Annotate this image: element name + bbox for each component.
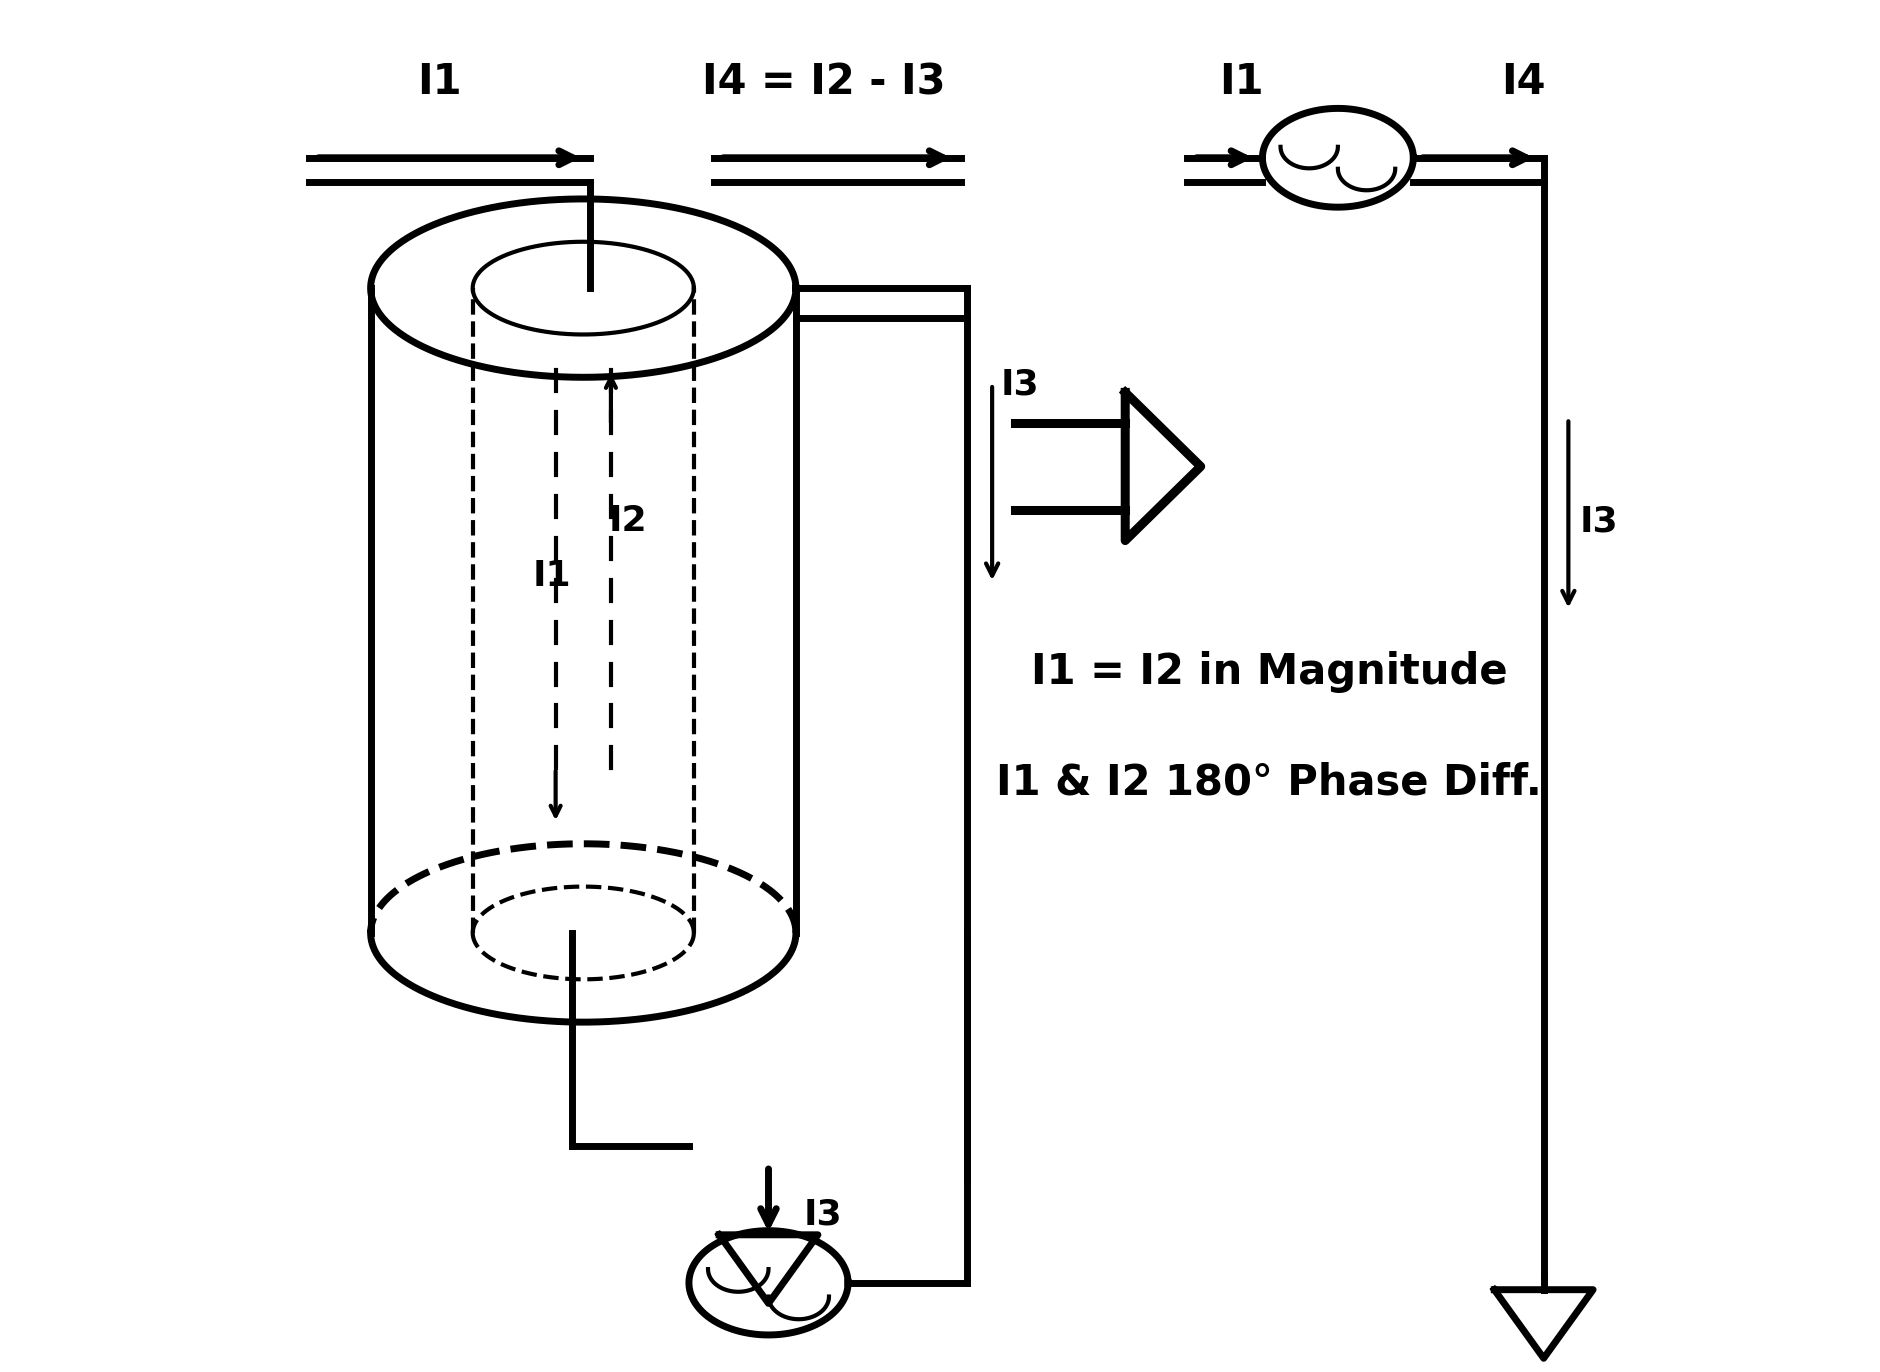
Text: I1: I1 [417, 62, 461, 103]
Text: I1 & I2 180° Phase Diff.: I1 & I2 180° Phase Diff. [996, 761, 1542, 803]
Text: I2: I2 [609, 505, 647, 538]
Text: I1: I1 [1220, 62, 1263, 103]
Text: I1: I1 [534, 560, 572, 593]
Text: I3: I3 [1579, 505, 1619, 538]
Text: I4: I4 [1500, 62, 1545, 103]
Text: I4 = I2 - I3: I4 = I2 - I3 [701, 62, 946, 103]
Text: I3: I3 [1000, 368, 1040, 401]
Text: I1 = I2 in Magnitude: I1 = I2 in Magnitude [1030, 652, 1508, 693]
Text: I3: I3 [805, 1198, 842, 1231]
